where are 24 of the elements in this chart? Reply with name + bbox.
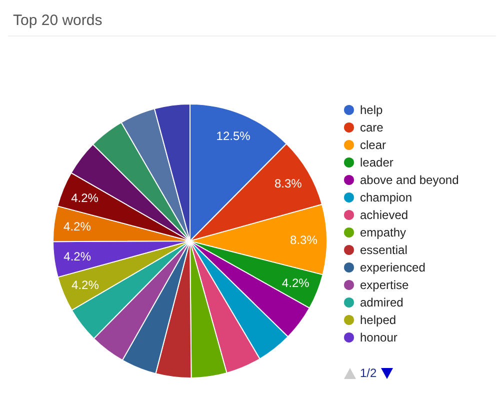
legend-label: experienced <box>360 260 426 274</box>
legend-label: honour <box>360 330 398 344</box>
data-label: 4.2% <box>282 276 310 290</box>
legend-label: care <box>360 120 384 134</box>
chart-title: Top 20 words <box>13 12 102 29</box>
legend-label: admired <box>360 296 404 310</box>
data-label: 4.2% <box>72 278 100 292</box>
legend-label: achieved <box>360 208 408 222</box>
legend-label: leader <box>360 156 394 170</box>
legend-label: expertise <box>360 278 410 292</box>
legend-label: clear <box>360 138 386 152</box>
data-label: 4.2% <box>71 190 99 205</box>
data-label: 8.3% <box>274 176 302 191</box>
legend-label: champion <box>360 190 412 204</box>
data-label: 8.3% <box>290 232 318 247</box>
legend-label: helped <box>360 313 396 327</box>
data-label: 4.2% <box>64 220 92 234</box>
data-label: 12.5% <box>216 128 251 143</box>
legend-label: essential <box>360 243 408 257</box>
legend-label: above and beyond <box>360 173 459 187</box>
legend-label: help <box>360 103 384 117</box>
text: 1/2 <box>360 366 377 380</box>
data-label: 4.2% <box>64 249 92 264</box>
legend-label: empathy <box>360 226 406 240</box>
